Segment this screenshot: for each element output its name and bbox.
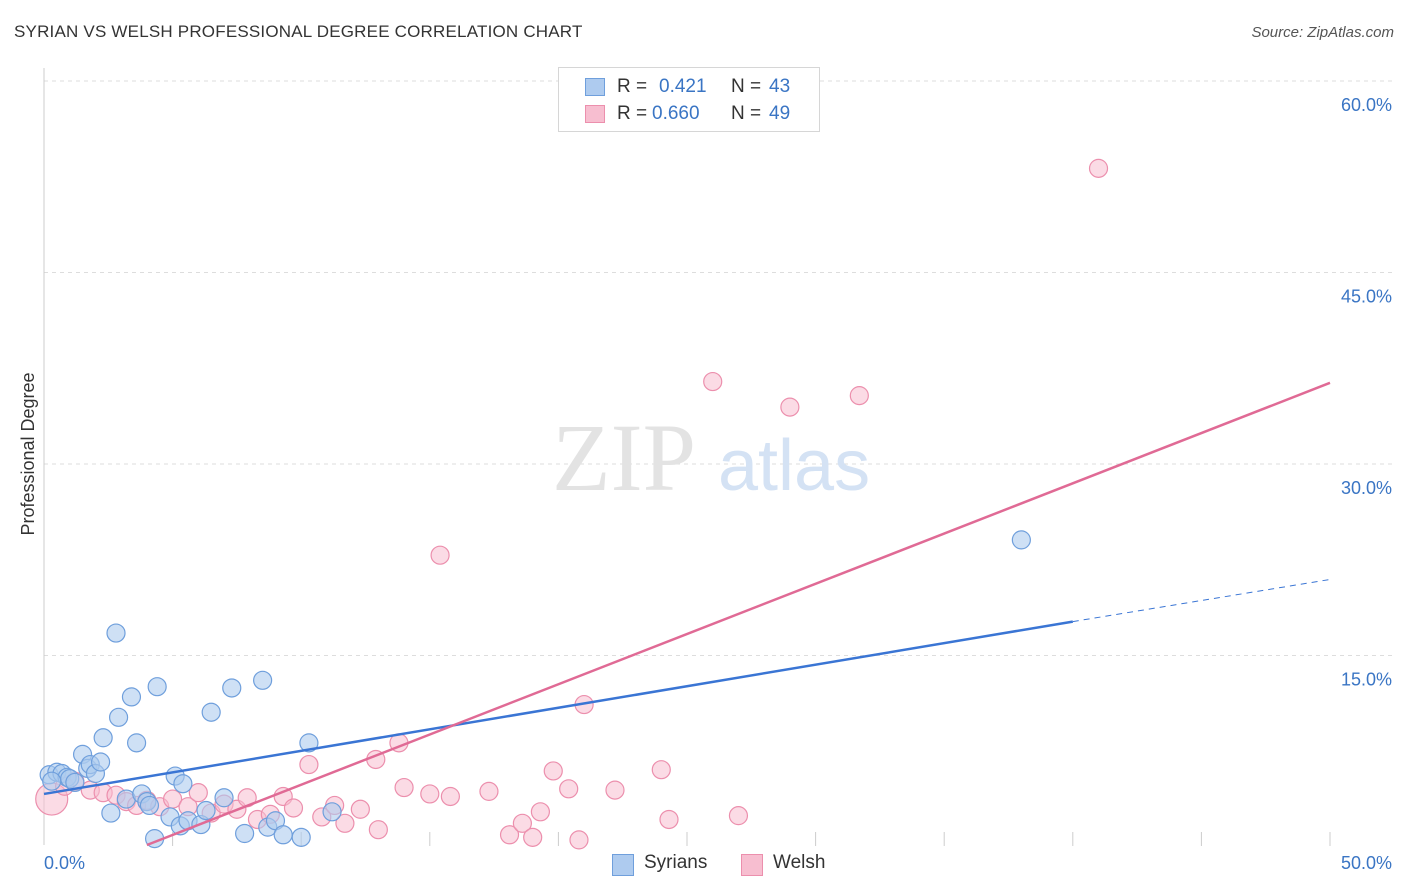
chart-title: SYRIAN VS WELSH PROFESSIONAL DEGREE CORR… [14, 22, 583, 41]
syrians-trend-line [43, 620, 1074, 796]
syrians-point [101, 803, 121, 823]
syrians-point [196, 800, 216, 821]
syrians-point [42, 771, 62, 791]
welsh-point [569, 830, 589, 850]
syrians-point [108, 707, 129, 727]
syrians-points [39, 530, 1031, 849]
syrians-point [299, 733, 319, 753]
syrians-point [121, 687, 142, 707]
bottom-legend-swatch-welsh [741, 854, 763, 876]
syrians-point [1011, 530, 1031, 550]
syrians-point [322, 802, 342, 822]
grid-layer [43, 68, 1392, 846]
x-tick-label: 50.0% [1341, 853, 1392, 873]
legend-r-label: R = [617, 103, 648, 124]
legend-r-value: 0.660 [652, 103, 700, 124]
welsh-point [659, 809, 679, 830]
welsh-point [479, 781, 499, 801]
trend-lines [43, 381, 1331, 847]
welsh-point [1088, 158, 1109, 178]
y-tick-label: 60.0% [1341, 95, 1392, 115]
welsh-point [559, 779, 579, 799]
welsh-point [350, 799, 370, 819]
source-label: Source: ZipAtlas.com [1251, 24, 1394, 41]
syrians-point [106, 623, 126, 643]
syrians-point [90, 752, 111, 772]
bottom-legend-label-welsh: Welsh [773, 852, 826, 873]
syrians-point [214, 788, 234, 808]
syrians-point [273, 825, 293, 845]
watermark-zip: ZIP [552, 404, 696, 511]
syrians-point [201, 702, 221, 722]
syrians-point [253, 670, 273, 690]
welsh-point [530, 802, 550, 822]
watermark-atlas: atlas [718, 426, 870, 506]
welsh-point [523, 827, 543, 847]
legend-row-syrians: R = 0.421 N = 43 [559, 74, 819, 100]
welsh-point [849, 386, 869, 406]
bottom-legend-swatch-syrians [612, 854, 634, 876]
welsh-point [335, 813, 355, 833]
welsh-point [188, 783, 208, 803]
syrians-point [93, 728, 113, 748]
legend-n-value: 43 [769, 76, 791, 97]
legend-n-label: N = [731, 103, 762, 124]
y-tick-label: 30.0% [1341, 478, 1392, 498]
legend-row-welsh: R = 0.660 N = 49 [559, 101, 819, 127]
syrians-point [291, 827, 311, 847]
welsh-point [368, 820, 388, 840]
welsh-point [499, 825, 520, 845]
legend-swatch-welsh [585, 105, 605, 123]
welsh-trend-line [146, 381, 1331, 847]
legend-r-label: R = [617, 76, 648, 97]
welsh-point [651, 760, 671, 780]
welsh-point [420, 784, 440, 804]
welsh-point [299, 754, 319, 775]
welsh-point [430, 545, 450, 565]
y-tick-label: 15.0% [1341, 670, 1392, 690]
legend-r-value: 0.421 [659, 76, 707, 97]
correlation-legend: R = 0.421 N = 43 R = 0.660 N = 49 [558, 67, 820, 132]
syrians-point [147, 677, 167, 697]
axis-labels: 15.0% 30.0% 45.0% 60.0% 0.0% 50.0% Professiona… [18, 95, 1392, 873]
welsh-point [703, 371, 723, 392]
legend-swatch-syrians [585, 78, 605, 96]
bottom-legend-label-syrians: Syrians [644, 852, 708, 873]
welsh-point [394, 777, 414, 798]
syrians-trend-extension [1072, 578, 1331, 623]
welsh-point [543, 761, 563, 781]
y-axis-title: Professional Degree [18, 372, 38, 535]
welsh-point [512, 813, 532, 833]
y-tick-label: 45.0% [1341, 287, 1392, 307]
x-tick-label: 0.0% [44, 853, 85, 873]
syrians-point [173, 774, 193, 794]
welsh-point [605, 780, 625, 800]
syrians-point [235, 823, 255, 844]
legend-n-label: N = [731, 76, 762, 97]
welsh-point [728, 806, 749, 826]
legend-n-value: 49 [769, 103, 791, 124]
welsh-point [440, 786, 460, 807]
syrians-point [126, 733, 147, 753]
syrians-point [222, 678, 242, 698]
welsh-point [283, 798, 304, 818]
welsh-point [780, 397, 800, 417]
syrians-point [139, 795, 160, 816]
